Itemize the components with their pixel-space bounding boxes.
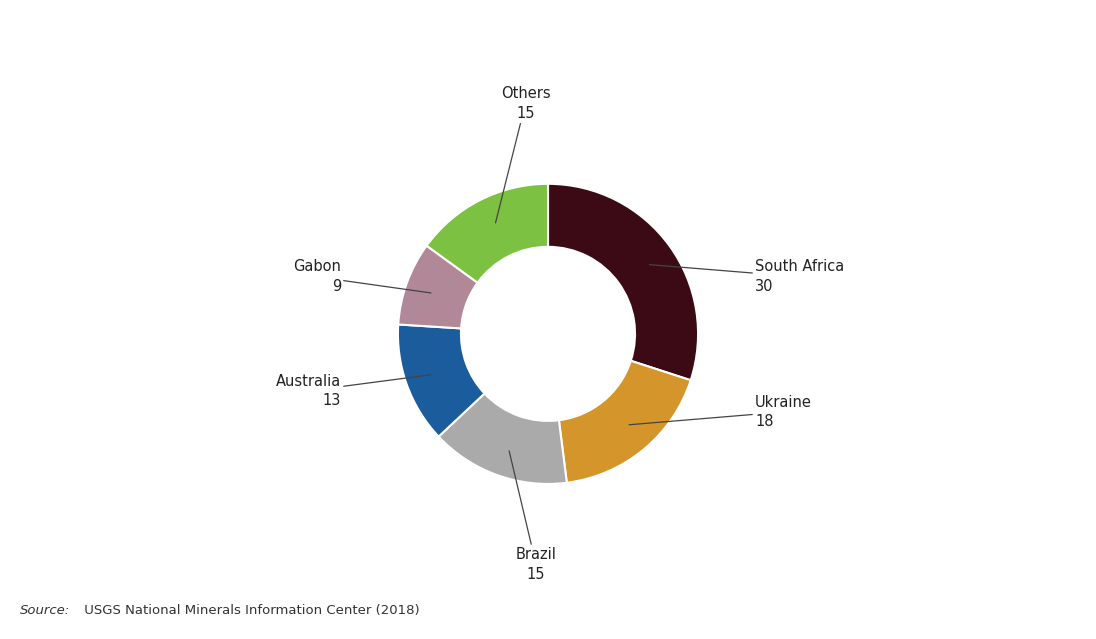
Wedge shape <box>548 184 698 380</box>
Text: Manganese reserves, 2018: Manganese reserves, 2018 <box>110 24 341 38</box>
Text: Brazil
15: Brazil 15 <box>510 451 557 581</box>
Text: Figure 5.: Figure 5. <box>20 24 96 38</box>
Wedge shape <box>438 394 567 484</box>
Wedge shape <box>398 245 478 328</box>
Text: USGS National Minerals Information Center (2018): USGS National Minerals Information Cente… <box>80 604 420 617</box>
Text: Gabon
9: Gabon 9 <box>293 259 431 294</box>
Text: Australia
13: Australia 13 <box>276 374 431 408</box>
Text: (Percentage): (Percentage) <box>110 55 198 69</box>
Wedge shape <box>426 184 548 282</box>
Text: Others
15: Others 15 <box>495 86 550 223</box>
Text: South Africa
30: South Africa 30 <box>650 259 844 294</box>
Text: Source:: Source: <box>20 604 70 617</box>
Wedge shape <box>398 325 484 436</box>
Text: Ukraine
18: Ukraine 18 <box>629 394 812 429</box>
Wedge shape <box>559 361 690 482</box>
